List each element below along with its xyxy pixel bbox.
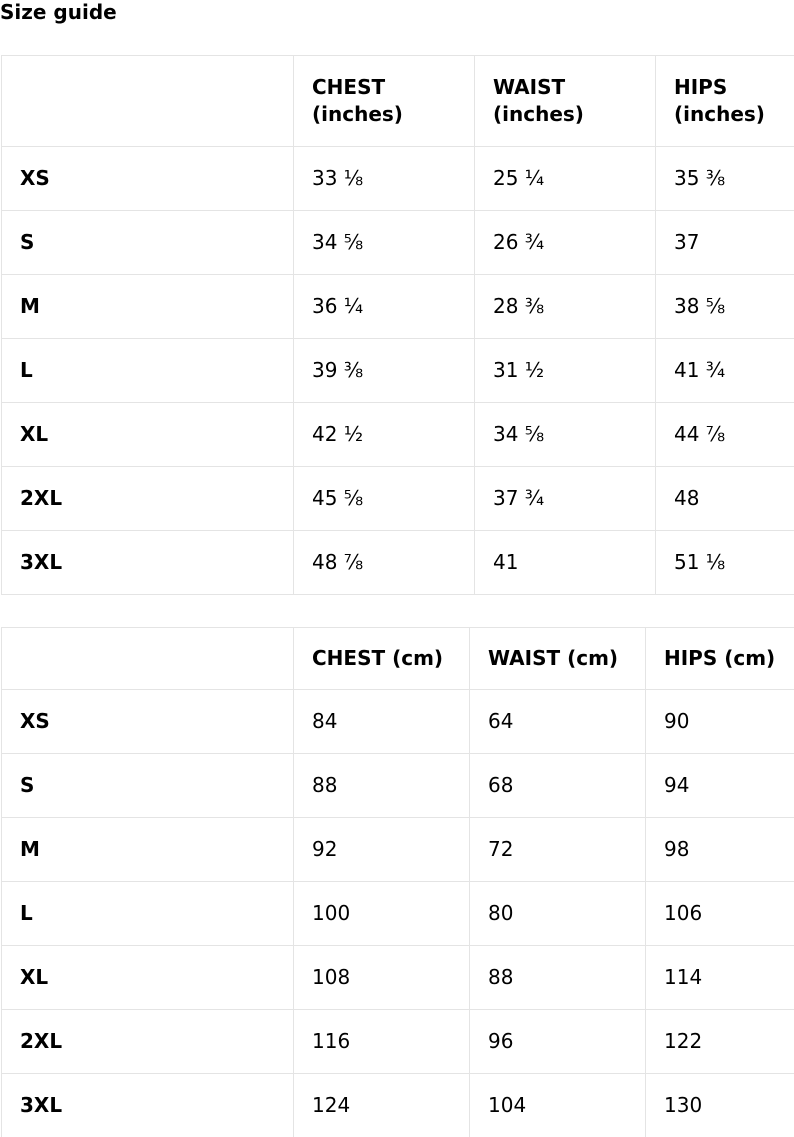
measurement-cell: 44 ⅞ (655, 402, 794, 467)
table-row: L 100 80 106 (1, 881, 794, 946)
header-cell: HIPS (cm) (645, 627, 794, 690)
table-row: M 36 ¼ 28 ⅜ 38 ⅝ (1, 274, 794, 339)
size-label: M (1, 817, 294, 882)
measurement-cell: 80 (469, 881, 646, 946)
table-row: 3XL 124 104 130 (1, 1073, 794, 1137)
measurement-cell: 37 ¾ (474, 466, 656, 531)
table-row: 2XL 45 ⅝ 37 ¾ 48 (1, 466, 794, 531)
header-size (1, 627, 294, 690)
table-row: M 92 72 98 (1, 817, 794, 882)
table-row: 2XL 116 96 122 (1, 1009, 794, 1074)
measurement-cell: 31 ½ (474, 338, 656, 403)
measurement-cell: 38 ⅝ (655, 274, 794, 339)
header-cell: WAIST (cm) (469, 627, 646, 690)
table-row: XS 33 ⅛ 25 ¼ 35 ⅜ (1, 146, 794, 211)
measurement-cell: 41 ¾ (655, 338, 794, 403)
measurement-cell: 36 ¼ (293, 274, 475, 339)
measurement-cell: 28 ⅜ (474, 274, 656, 339)
page-title: Size guide (0, 0, 117, 24)
measurement-cell: 100 (293, 881, 470, 946)
measurement-cell: 98 (645, 817, 794, 882)
header-cell: CHEST (inches) (293, 55, 475, 147)
size-label: S (1, 210, 294, 275)
measurement-cell: 51 ⅛ (655, 530, 794, 595)
table-row: XL 108 88 114 (1, 945, 794, 1010)
measurement-cell: 90 (645, 689, 794, 754)
header-cell: CHEST (cm) (293, 627, 470, 690)
measurement-cell: 122 (645, 1009, 794, 1074)
measurement-cell: 48 ⅞ (293, 530, 475, 595)
size-label: M (1, 274, 294, 339)
measurement-cell: 130 (645, 1073, 794, 1137)
measurement-cell: 41 (474, 530, 656, 595)
measurement-cell: 96 (469, 1009, 646, 1074)
size-label: 3XL (1, 530, 294, 595)
size-label: L (1, 338, 294, 403)
table-row: 3XL 48 ⅞ 41 51 ⅛ (1, 530, 794, 595)
measurement-cell: 114 (645, 945, 794, 1010)
size-label: XL (1, 402, 294, 467)
measurement-cell: 68 (469, 753, 646, 818)
table-row: XS 84 64 90 (1, 689, 794, 754)
header-size (1, 55, 294, 147)
measurement-cell: 33 ⅛ (293, 146, 475, 211)
measurement-cell: 42 ½ (293, 402, 475, 467)
size-label: XS (1, 689, 294, 754)
measurement-cell: 106 (645, 881, 794, 946)
size-table-cm: CHEST (cm) WAIST (cm) HIPS (cm) XS 84 64 90 S 88… (1, 627, 794, 1137)
measurement-cell: 64 (469, 689, 646, 754)
measurement-cell: 72 (469, 817, 646, 882)
measurement-cell: 25 ¼ (474, 146, 656, 211)
size-label: XL (1, 945, 294, 1010)
measurement-cell: 35 ⅜ (655, 146, 794, 211)
measurement-cell: 48 (655, 466, 794, 531)
measurement-cell: 124 (293, 1073, 470, 1137)
measurement-cell: 34 ⅝ (474, 402, 656, 467)
measurement-cell: 92 (293, 817, 470, 882)
table-row: L 39 ⅜ 31 ½ 41 ¾ (1, 338, 794, 403)
header-cell: HIPS (inches) (655, 55, 794, 147)
measurement-cell: 39 ⅜ (293, 338, 475, 403)
measurement-cell: 26 ¾ (474, 210, 656, 275)
size-table-inches: CHEST (inches) WAIST (inches) HIPS (inches… (1, 55, 794, 595)
table-row: S 34 ⅝ 26 ¾ 37 (1, 210, 794, 275)
size-label: 2XL (1, 466, 294, 531)
size-label: S (1, 753, 294, 818)
size-label: XS (1, 146, 294, 211)
size-label: L (1, 881, 294, 946)
measurement-cell: 116 (293, 1009, 470, 1074)
measurement-cell: 88 (469, 945, 646, 1010)
measurement-cell: 94 (645, 753, 794, 818)
measurement-cell: 108 (293, 945, 470, 1010)
measurement-cell: 84 (293, 689, 470, 754)
measurement-cell: 104 (469, 1073, 646, 1137)
measurement-cell: 37 (655, 210, 794, 275)
measurement-cell: 34 ⅝ (293, 210, 475, 275)
size-label: 3XL (1, 1073, 294, 1137)
header-cell: WAIST (inches) (474, 55, 656, 147)
table-row: S 88 68 94 (1, 753, 794, 818)
measurement-cell: 45 ⅝ (293, 466, 475, 531)
measurement-cell: 88 (293, 753, 470, 818)
header-row: CHEST (inches) WAIST (inches) HIPS (inches… (1, 55, 794, 147)
size-label: 2XL (1, 1009, 294, 1074)
table-row: XL 42 ½ 34 ⅝ 44 ⅞ (1, 402, 794, 467)
header-row: CHEST (cm) WAIST (cm) HIPS (cm) (1, 627, 794, 690)
